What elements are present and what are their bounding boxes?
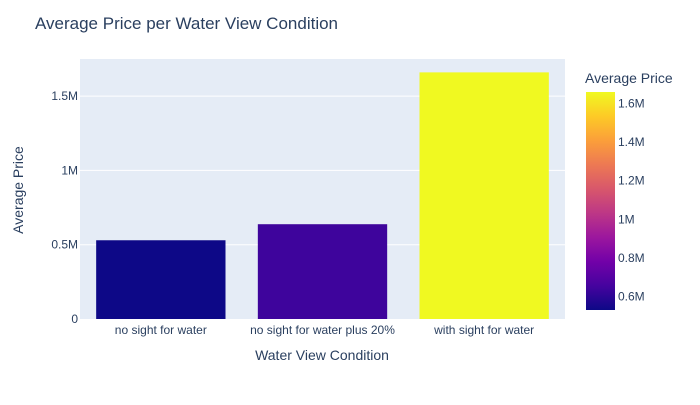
colorbar-ticks: 0.6M 0.8M 1M 1.2M 1.4M 1.6M xyxy=(618,97,645,304)
colorbar-title: Average Price xyxy=(585,70,673,86)
bar[interactable] xyxy=(257,224,388,319)
bar[interactable] xyxy=(419,72,549,319)
colorbar-tick-label: 0.6M xyxy=(618,289,645,303)
x-tick-label: no sight for water plus 20% xyxy=(250,323,395,337)
y-tick-label: 1M xyxy=(61,163,78,177)
colorbar-tick-label: 0.8M xyxy=(618,251,645,265)
colorbar-tick-label: 1.4M xyxy=(618,135,645,149)
bars xyxy=(96,72,549,319)
colorbar-tick-label: 1.2M xyxy=(618,174,645,188)
bar[interactable] xyxy=(96,240,226,319)
y-tick-label: 0 xyxy=(71,312,78,326)
y-tick-label: 0.5M xyxy=(51,238,78,252)
y-tick-label: 1.5M xyxy=(51,89,78,103)
x-axis-title: Water View Condition xyxy=(255,347,389,363)
chart-title: Average Price per Water View Condition xyxy=(35,14,338,33)
colorbar: Average Price 0.6M 0.8M 1M 1.2M 1.4M 1.6M xyxy=(585,70,673,310)
x-tick-label: no sight for water xyxy=(115,323,207,337)
colorbar-tick-label: 1.6M xyxy=(618,97,645,111)
colorbar-tick-label: 1M xyxy=(618,212,635,226)
x-axis-ticks: no sight for water no sight for water plu… xyxy=(115,323,534,337)
y-axis-ticks: 0 0.5M 1M 1.5M xyxy=(51,89,78,326)
x-tick-label: with sight for water xyxy=(433,323,534,337)
colorbar-gradient xyxy=(586,92,615,310)
y-axis-title: Average Price xyxy=(10,146,26,234)
